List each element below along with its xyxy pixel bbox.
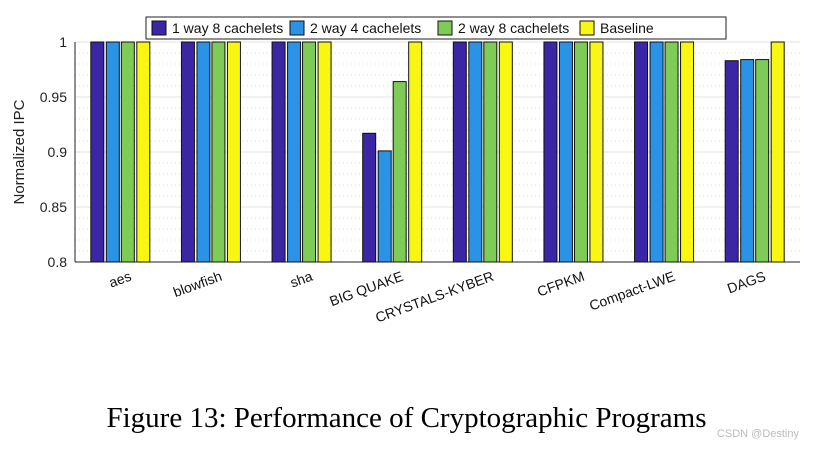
bar-baseline	[226, 41, 241, 263]
bar-2-way-8-cachelets	[573, 41, 588, 263]
bar-1-way-8-cachelets	[180, 41, 195, 263]
legend-label: 2 way 4 cachelets	[310, 20, 421, 36]
bar-1-way-8-cachelets	[724, 60, 739, 263]
bar-1-way-8-cachelets	[452, 41, 467, 263]
bar-2-way-8-cachelets	[302, 41, 317, 263]
legend-swatch	[437, 20, 453, 36]
x-tick-label: sha	[288, 268, 315, 291]
bar-1-way-8-cachelets	[271, 41, 286, 263]
x-tick-label: aes	[107, 268, 134, 291]
x-tick-label: blowfish	[171, 268, 224, 300]
bar-2-way-8-cachelets	[664, 41, 679, 263]
bar-baseline	[589, 41, 604, 263]
x-tick-label: CFPKM	[535, 268, 587, 300]
figure-caption: Figure 13: Performance of Cryptographic …	[106, 402, 707, 434]
bar-2-way-4-cachelets	[105, 41, 120, 263]
y-tick-label: 0.8	[48, 254, 68, 270]
y-axis-label: Normalized IPC	[11, 99, 28, 204]
bar-baseline	[136, 41, 151, 263]
bar-2-way-8-cachelets	[392, 81, 407, 263]
bar-2-way-8-cachelets	[755, 59, 770, 263]
watermark: CSDN @Destiny	[716, 428, 799, 440]
bar-baseline	[680, 41, 695, 263]
legend-label: Baseline	[600, 20, 654, 36]
y-tick-label: 0.9	[48, 144, 68, 160]
bar-2-way-4-cachelets	[377, 150, 392, 263]
y-tick-label: 1	[59, 34, 67, 50]
bar-1-way-8-cachelets	[543, 41, 558, 263]
bar-2-way-4-cachelets	[649, 41, 664, 263]
legend-swatch	[579, 20, 595, 36]
bar-2-way-4-cachelets	[740, 59, 755, 263]
bar-2-way-4-cachelets	[558, 41, 573, 263]
bar-baseline	[498, 41, 513, 263]
legend-label: 2 way 8 cachelets	[458, 20, 569, 36]
bar-2-way-8-cachelets	[483, 41, 498, 263]
bar-chart: 0.8 0.85 0.9 0.95 1 Normalized IPC aes blowfish…	[11, 16, 800, 325]
bar-2-way-4-cachelets	[196, 41, 211, 263]
bar-2-way-8-cachelets	[120, 41, 135, 263]
y-tick-label: 0.95	[40, 89, 67, 105]
legend-swatch	[151, 20, 167, 36]
y-tick-label: 0.85	[40, 199, 67, 215]
bar-baseline	[770, 41, 785, 263]
bar-1-way-8-cachelets	[362, 132, 377, 263]
legend-swatch	[289, 20, 305, 36]
bar-2-way-4-cachelets	[468, 41, 483, 263]
x-tick-label: Compact-LWE	[587, 268, 677, 314]
x-tick-label: DAGS	[725, 268, 768, 297]
bar-baseline	[317, 41, 332, 263]
bar-2-way-8-cachelets	[211, 41, 226, 263]
bar-1-way-8-cachelets	[634, 41, 649, 263]
legend-label: 1 way 8 cachelets	[172, 20, 283, 36]
bar-2-way-4-cachelets	[287, 41, 302, 263]
bar-baseline	[408, 41, 423, 263]
bar-1-way-8-cachelets	[90, 41, 105, 263]
